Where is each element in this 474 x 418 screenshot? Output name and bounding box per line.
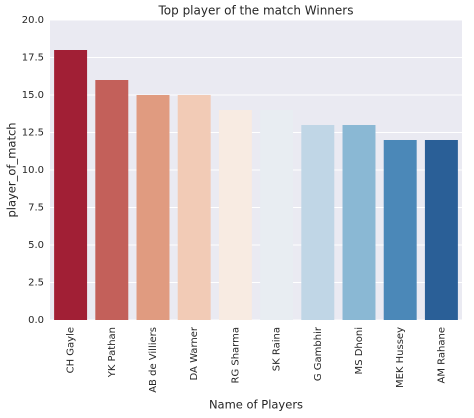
x-tick-label: SK Raina xyxy=(272,327,283,371)
y-tick-label: 5.0 xyxy=(28,240,44,251)
y-tick-label: 7.5 xyxy=(28,203,44,214)
y-tick-label: 0.0 xyxy=(28,315,44,326)
x-tick-label: AM Rahane xyxy=(436,327,447,383)
x-tick-label: DA Warner xyxy=(189,326,200,380)
bar xyxy=(177,95,211,320)
x-tick-label: RG Sharma xyxy=(230,327,241,384)
x-tick-label: CH Gayle xyxy=(66,327,77,373)
chart-title: Top player of the match Winners xyxy=(158,4,354,18)
y-axis-label: player_of_match xyxy=(5,122,19,217)
bar xyxy=(301,125,335,320)
y-tick-label: 10.0 xyxy=(22,165,44,176)
x-tick-label: MEK Hussey xyxy=(395,327,406,388)
y-tick-label: 12.5 xyxy=(22,128,44,139)
bar xyxy=(342,125,376,320)
bar xyxy=(383,140,417,320)
x-tick-label: AB de Villiers xyxy=(148,327,159,393)
bar xyxy=(136,95,170,320)
x-axis-label: Name of Players xyxy=(209,398,303,412)
x-tick-label: YK Pathan xyxy=(107,327,118,378)
bar xyxy=(218,110,252,320)
bar xyxy=(54,50,88,320)
x-tick-label: MS Dhoni xyxy=(354,327,365,374)
x-tick-label: G Gambhir xyxy=(313,326,324,381)
bar xyxy=(260,110,294,320)
y-tick-label: 2.5 xyxy=(28,278,44,289)
y-tick-label: 17.5 xyxy=(22,53,44,64)
bar xyxy=(95,80,129,320)
y-tick-label: 15.0 xyxy=(22,90,44,101)
bar xyxy=(424,140,458,320)
y-tick-label: 20.0 xyxy=(22,15,44,26)
